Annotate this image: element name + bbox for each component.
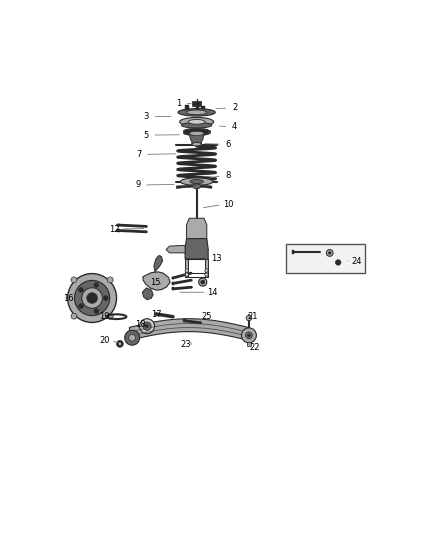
Bar (196, 105, 199, 110)
Circle shape (336, 260, 341, 265)
Circle shape (78, 304, 84, 309)
Circle shape (107, 313, 113, 319)
Text: 5: 5 (144, 131, 149, 140)
Circle shape (246, 316, 251, 321)
Ellipse shape (184, 128, 209, 134)
Ellipse shape (180, 178, 213, 185)
Text: 9: 9 (135, 181, 141, 189)
Circle shape (328, 252, 331, 254)
Text: 4: 4 (232, 122, 237, 131)
Circle shape (241, 328, 256, 343)
Text: 20: 20 (100, 336, 110, 345)
Polygon shape (187, 218, 207, 239)
Text: 22: 22 (250, 343, 260, 352)
Ellipse shape (190, 180, 203, 184)
Circle shape (185, 273, 188, 276)
Text: 6: 6 (225, 140, 230, 149)
Circle shape (199, 278, 207, 286)
Circle shape (119, 343, 121, 345)
Polygon shape (130, 319, 248, 341)
Circle shape (78, 287, 84, 293)
Text: 23: 23 (180, 340, 191, 349)
Polygon shape (200, 185, 212, 188)
Circle shape (145, 325, 149, 328)
Text: 25: 25 (201, 312, 212, 321)
Circle shape (117, 341, 124, 347)
Bar (286, 244, 365, 272)
Bar (201, 106, 205, 109)
Circle shape (143, 322, 151, 330)
Circle shape (103, 296, 108, 301)
Bar (185, 105, 189, 110)
Bar (117, 224, 120, 227)
Circle shape (140, 319, 155, 334)
Text: 24: 24 (352, 256, 362, 265)
Ellipse shape (193, 184, 201, 189)
Polygon shape (176, 185, 193, 188)
Circle shape (185, 269, 188, 272)
Circle shape (125, 330, 140, 345)
Circle shape (87, 293, 98, 303)
Circle shape (326, 249, 333, 256)
Circle shape (71, 277, 77, 283)
Text: 13: 13 (211, 254, 221, 263)
Bar (192, 101, 201, 106)
Bar (172, 282, 174, 285)
Ellipse shape (181, 123, 212, 128)
Bar (117, 229, 120, 232)
Ellipse shape (178, 109, 215, 116)
Circle shape (74, 280, 110, 316)
Ellipse shape (192, 142, 201, 146)
Circle shape (71, 313, 77, 319)
Circle shape (94, 309, 99, 313)
Circle shape (205, 273, 208, 276)
Bar (155, 313, 157, 316)
Polygon shape (142, 288, 153, 300)
Ellipse shape (188, 119, 205, 124)
Circle shape (201, 280, 205, 284)
Ellipse shape (180, 117, 214, 126)
Bar (247, 343, 251, 346)
Text: 12: 12 (109, 224, 120, 233)
Polygon shape (205, 259, 208, 277)
Text: 18: 18 (135, 320, 145, 329)
Bar (183, 319, 186, 322)
Circle shape (205, 269, 208, 272)
Circle shape (94, 282, 99, 287)
Ellipse shape (189, 131, 204, 135)
Circle shape (67, 273, 117, 322)
Bar (172, 287, 174, 290)
Polygon shape (185, 259, 188, 277)
Polygon shape (166, 245, 185, 253)
Polygon shape (154, 256, 162, 272)
Circle shape (246, 332, 252, 339)
Text: 10: 10 (223, 200, 233, 209)
Circle shape (129, 334, 135, 341)
Text: 17: 17 (151, 311, 162, 319)
Circle shape (107, 277, 113, 283)
Polygon shape (143, 272, 170, 290)
Text: 1: 1 (176, 99, 181, 108)
Text: 19: 19 (99, 312, 110, 321)
Ellipse shape (184, 131, 209, 135)
Bar (292, 251, 294, 254)
Text: 14: 14 (207, 288, 218, 297)
Text: 15: 15 (150, 278, 160, 287)
Bar (172, 277, 174, 279)
Text: 7: 7 (136, 150, 141, 159)
Circle shape (82, 288, 102, 308)
Polygon shape (185, 239, 208, 259)
Ellipse shape (187, 110, 207, 115)
Text: 8: 8 (225, 171, 230, 180)
Text: 16: 16 (63, 294, 74, 303)
Text: 3: 3 (144, 112, 149, 121)
Text: 2: 2 (232, 103, 237, 112)
Text: 21: 21 (247, 312, 258, 321)
Circle shape (247, 334, 250, 337)
Polygon shape (189, 133, 204, 144)
